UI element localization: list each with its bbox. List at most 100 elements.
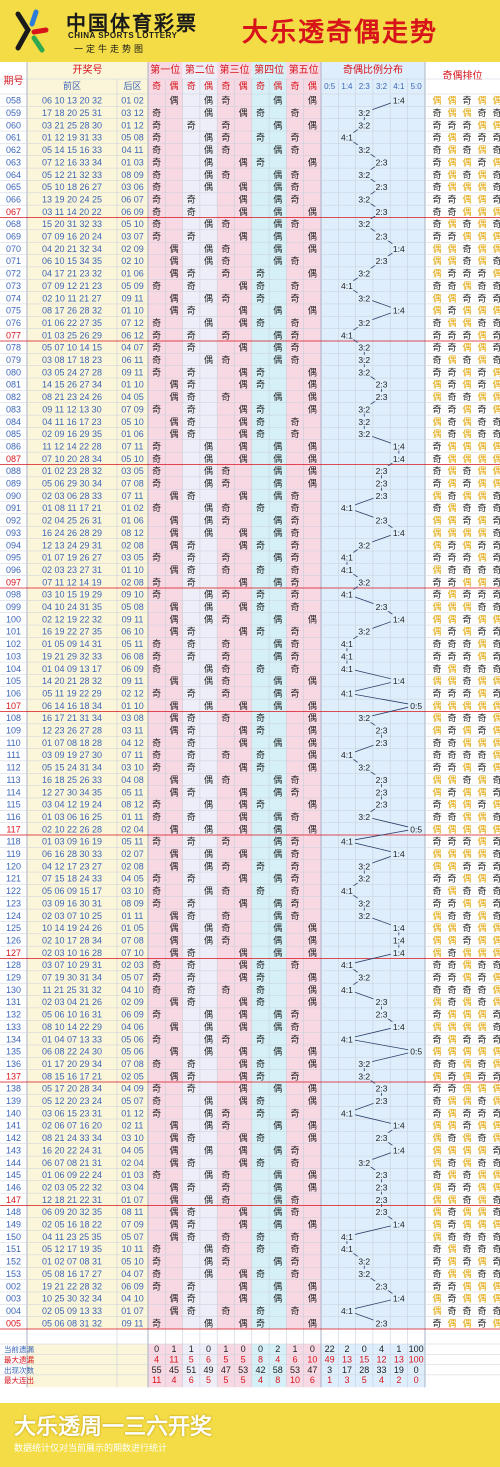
- row-order-mark: 奇: [432, 972, 441, 983]
- row-order-mark: 奇: [447, 576, 456, 587]
- row-order-mark: 奇: [477, 996, 486, 1007]
- row-period: 137: [6, 1071, 21, 1081]
- row-parity-mark: 奇: [291, 663, 300, 674]
- stats-value: 5: [241, 1375, 246, 1385]
- row-parity-mark: 偶: [239, 428, 248, 439]
- row-parity-mark: 偶: [308, 391, 317, 402]
- row-order-mark: 偶: [477, 1256, 486, 1267]
- row-parity-mark: 奇: [187, 391, 196, 402]
- row-order-mark: 偶: [462, 848, 471, 859]
- row-order-mark: 奇: [447, 1157, 456, 1168]
- row-parity-mark: 奇: [256, 762, 265, 773]
- row-ratio-mark: 3:2: [358, 898, 370, 908]
- row-order-mark: 偶: [462, 342, 471, 353]
- row-ratio-mark: 2:3: [376, 491, 388, 501]
- row-back-numbers: 04 07: [121, 1269, 144, 1279]
- row-order-mark: 奇: [477, 280, 486, 291]
- row-parity-mark: 奇: [221, 712, 230, 723]
- row-order-mark: 奇: [492, 1268, 500, 1279]
- row-order-mark: 奇: [432, 206, 441, 217]
- row-parity-mark: 奇: [221, 1243, 230, 1254]
- row-parity-mark: 偶: [308, 231, 317, 242]
- row-ratio-mark: 2:3: [376, 479, 388, 489]
- row-parity-mark: 奇: [256, 996, 265, 1007]
- row-order-mark: 奇: [462, 169, 471, 180]
- row-parity-mark: 偶: [169, 515, 178, 526]
- row-back-numbers: 06 09: [121, 1281, 144, 1291]
- row-parity-mark: 奇: [187, 959, 196, 970]
- row-parity-mark: 奇: [187, 403, 196, 414]
- row-ratio-mark: 4:1: [341, 664, 353, 674]
- row-order-mark: 奇: [462, 749, 471, 760]
- header-position-4: 第四位: [254, 63, 284, 76]
- row-order-mark: 奇: [447, 329, 456, 340]
- row-order-mark: 偶: [432, 391, 441, 402]
- row-front-numbers: 16 18 25 26 33: [42, 775, 102, 785]
- row-order-mark: 奇: [477, 959, 486, 970]
- row-front-numbers: 04 17 21 23 32: [42, 269, 102, 279]
- row-order-mark: 偶: [432, 1194, 441, 1205]
- row-order-mark: 奇: [462, 1194, 471, 1205]
- row-order-mark: 偶: [432, 268, 441, 279]
- row-order-mark: 奇: [447, 1132, 456, 1143]
- row-parity-mark: 偶: [273, 1256, 282, 1267]
- header-period: 期号: [4, 75, 24, 87]
- row-order-mark: 偶: [492, 700, 500, 711]
- row-front-numbers: 08 10 14 22 29: [42, 1022, 102, 1032]
- row-parity-mark: 偶: [169, 626, 178, 637]
- row-parity-mark: 偶: [308, 206, 317, 217]
- row-ratio-mark: 1:4: [393, 1121, 405, 1131]
- stats-value: 0: [414, 1365, 419, 1375]
- row-back-numbers: 05 06: [121, 1034, 144, 1044]
- row-period: 134: [6, 1034, 21, 1044]
- row-front-numbers: 05 06 08 31 32: [42, 1318, 102, 1328]
- row-ratio-mark: 3:2: [358, 713, 370, 723]
- row-period: 141: [6, 1121, 21, 1131]
- row-order-mark: 偶: [447, 465, 456, 476]
- row-order-mark: 奇: [477, 416, 486, 427]
- row-back-numbers: 01 06: [121, 269, 144, 279]
- row-parity-mark: 奇: [221, 1169, 230, 1180]
- row-order-mark: 偶: [447, 440, 456, 451]
- row-order-mark: 奇: [447, 1293, 456, 1304]
- row-ratio-mark: 3:2: [358, 1158, 370, 1168]
- row-order-mark: 奇: [462, 144, 471, 155]
- row-order-mark: 偶: [462, 1268, 471, 1279]
- row-front-numbers: 01 04 09 13 17: [42, 664, 102, 674]
- row-parity-mark: 奇: [187, 712, 196, 723]
- row-ratio-mark: 4:1: [341, 553, 353, 563]
- row-parity-mark: 偶: [204, 1144, 213, 1155]
- row-parity-mark: 奇: [221, 589, 230, 600]
- row-parity-mark: 偶: [204, 292, 213, 303]
- row-parity-mark: 奇: [152, 181, 161, 192]
- row-order-mark: 偶: [492, 823, 500, 834]
- row-parity-mark: 奇: [256, 1305, 265, 1316]
- row-parity-mark: 偶: [204, 663, 213, 674]
- row-order-mark: 偶: [462, 539, 471, 550]
- row-order-mark: 奇: [432, 132, 441, 143]
- row-parity-mark: 偶: [239, 1058, 248, 1069]
- row-order-mark: 奇: [492, 1305, 500, 1316]
- row-period: 115: [6, 800, 20, 810]
- row-parity-mark: 偶: [308, 1219, 317, 1230]
- row-period: 084: [6, 417, 21, 427]
- row-parity-mark: 偶: [273, 243, 282, 254]
- row-parity-mark: 偶: [239, 317, 248, 328]
- page-header: 中国体育彩票 CHINA SPORTS LOTTERY 一定牛走势图 大乐透奇偶…: [0, 0, 500, 62]
- row-front-numbers: 05 12 21 32 33: [42, 170, 102, 180]
- row-parity-mark: 偶: [273, 576, 282, 587]
- row-parity-mark: 奇: [187, 972, 196, 983]
- row-back-numbers: 09 11: [122, 614, 144, 624]
- row-period: 090: [6, 491, 21, 501]
- row-order-mark: 偶: [462, 379, 471, 390]
- row-ratio-mark: 3:2: [358, 194, 370, 204]
- row-front-numbers: 01 03 06 16 25: [42, 812, 102, 822]
- row-period: 083: [6, 404, 21, 414]
- row-front-numbers: 01 17 20 29 34: [42, 1059, 102, 1069]
- row-order-mark: 奇: [447, 280, 456, 291]
- row-front-numbers: 04 12 17 23 27: [42, 861, 102, 871]
- row-parity-mark: 奇: [152, 811, 161, 822]
- row-order-mark: 偶: [477, 119, 486, 130]
- stats-value: 0: [241, 1344, 246, 1354]
- row-order-mark: 偶: [432, 947, 441, 958]
